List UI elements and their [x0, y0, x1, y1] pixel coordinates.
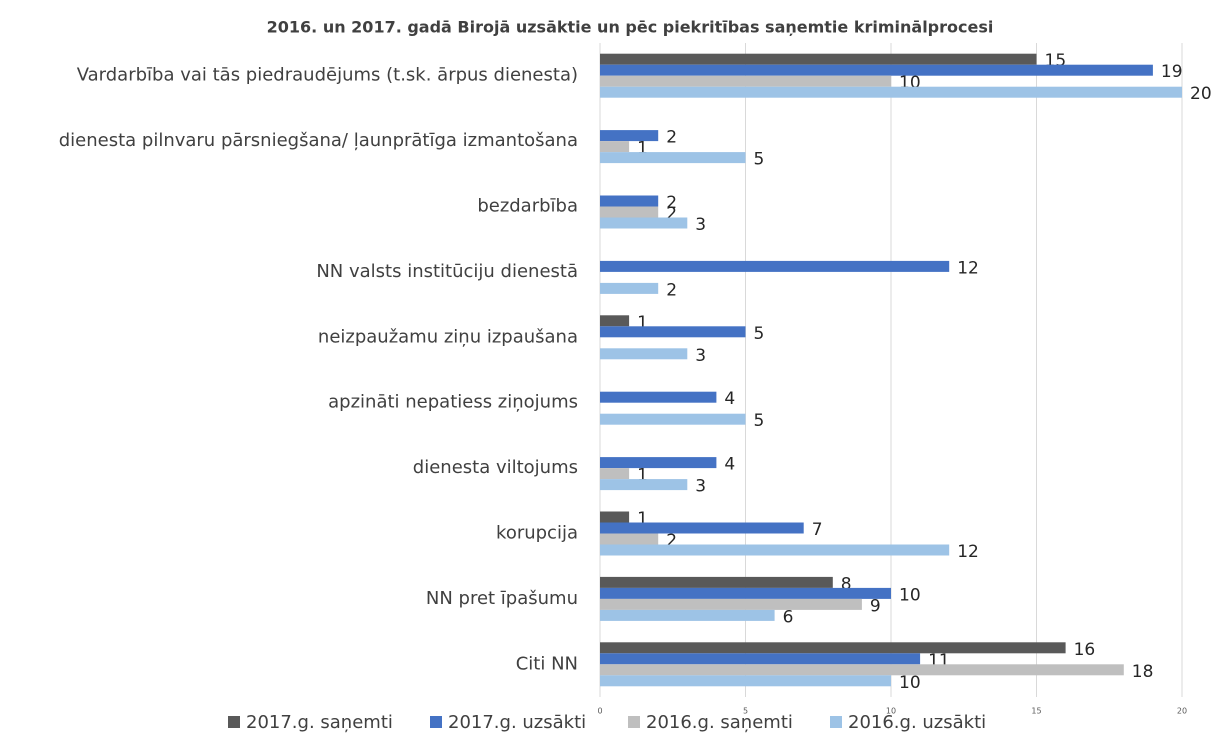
y-tick-label: NN valsts institūciju dienestā: [316, 261, 578, 282]
bar: [600, 511, 630, 523]
legend-label: 2017.g. saņemti: [246, 712, 393, 733]
bar: [600, 282, 659, 294]
bar: [600, 206, 659, 218]
data-label: 3: [695, 346, 706, 366]
bar: [600, 413, 746, 425]
data-label: 20: [1190, 84, 1212, 104]
data-label: 1: [637, 509, 648, 529]
y-tick-label: Vardarbība vai tās piedraudējums (t.sk. …: [77, 65, 578, 86]
data-label: 16: [1074, 640, 1096, 660]
data-label: 9: [870, 596, 881, 616]
data-label: 6: [783, 607, 794, 627]
bar: [600, 195, 659, 207]
bar: [600, 315, 630, 327]
data-label: 1: [637, 466, 648, 486]
y-tick-label: Citi NN: [516, 653, 578, 674]
bar: [600, 457, 717, 469]
data-label: 10: [899, 673, 921, 693]
bar: [600, 576, 833, 588]
y-tick-label: apzināti nepatiess ziņojums: [328, 392, 578, 413]
bar: [600, 260, 950, 272]
data-label: 3: [695, 477, 706, 497]
y-tick-label: korupcija: [496, 523, 578, 544]
bar: [600, 391, 717, 403]
bar: [600, 653, 921, 665]
legend-swatch: [628, 716, 640, 728]
bar: [600, 152, 746, 164]
data-label: 12: [957, 542, 979, 562]
data-label: 19: [1161, 62, 1183, 82]
bar: [600, 598, 862, 610]
bar: [600, 64, 1153, 76]
data-label: 7: [812, 520, 823, 540]
legend-swatch: [830, 716, 842, 728]
bar: [600, 130, 659, 142]
bar: [600, 522, 804, 534]
data-label: 12: [957, 258, 979, 278]
data-label: 2: [666, 193, 677, 213]
x-tick-label: 10: [886, 707, 896, 716]
y-tick-label: neizpaužamu ziņu izpaušana: [318, 326, 578, 347]
legend-label: 2016.g. uzsākti: [848, 712, 986, 733]
legend-swatch: [228, 716, 240, 728]
bar: [600, 348, 688, 360]
bar: [600, 53, 1037, 65]
bar: [600, 468, 630, 480]
bar: [600, 609, 775, 621]
bar: [600, 664, 1124, 676]
data-label: 1: [637, 139, 648, 159]
bar: [600, 642, 1066, 654]
data-label: 2: [666, 531, 677, 551]
bar: [600, 587, 891, 599]
x-tick-label: 15: [1031, 707, 1041, 716]
data-label: 2: [666, 280, 677, 300]
data-label: 2: [666, 128, 677, 148]
y-tick-label: dienesta pilnvaru pārsniegšana/ ļaunprāt…: [59, 130, 578, 151]
y-tick-label: NN pret īpašumu: [426, 588, 578, 609]
x-tick-label: 20: [1177, 707, 1187, 716]
data-label: 18: [1132, 662, 1154, 682]
bar: [600, 544, 950, 556]
data-label: 8: [841, 574, 852, 594]
bar: [600, 326, 746, 338]
data-label: 10: [899, 585, 921, 605]
y-tick-label: bezdarbība: [477, 196, 578, 217]
data-label: 3: [695, 215, 706, 235]
data-label: 5: [754, 324, 765, 344]
legend-label: 2017.g. uzsākti: [448, 712, 586, 733]
bar: [600, 675, 891, 687]
data-label: 5: [754, 150, 765, 170]
legend-label: 2016.g. saņemti: [646, 712, 793, 733]
bar: [600, 479, 688, 491]
data-label: 5: [754, 411, 765, 431]
bar: [600, 86, 1182, 98]
legend-swatch: [430, 716, 442, 728]
bar: [600, 75, 891, 87]
y-tick-label: dienesta viltojums: [413, 457, 578, 478]
bar: [600, 141, 630, 153]
bar: [600, 533, 659, 545]
x-tick-label: 5: [743, 707, 748, 716]
data-label: 4: [724, 455, 735, 475]
data-label: 4: [724, 389, 735, 409]
bar: [600, 217, 688, 229]
chart-title: 2016. un 2017. gadā Birojā uzsāktie un p…: [267, 18, 994, 37]
data-label: 2: [666, 204, 677, 224]
x-tick-label: 0: [597, 707, 602, 716]
data-label: 1: [637, 313, 648, 333]
